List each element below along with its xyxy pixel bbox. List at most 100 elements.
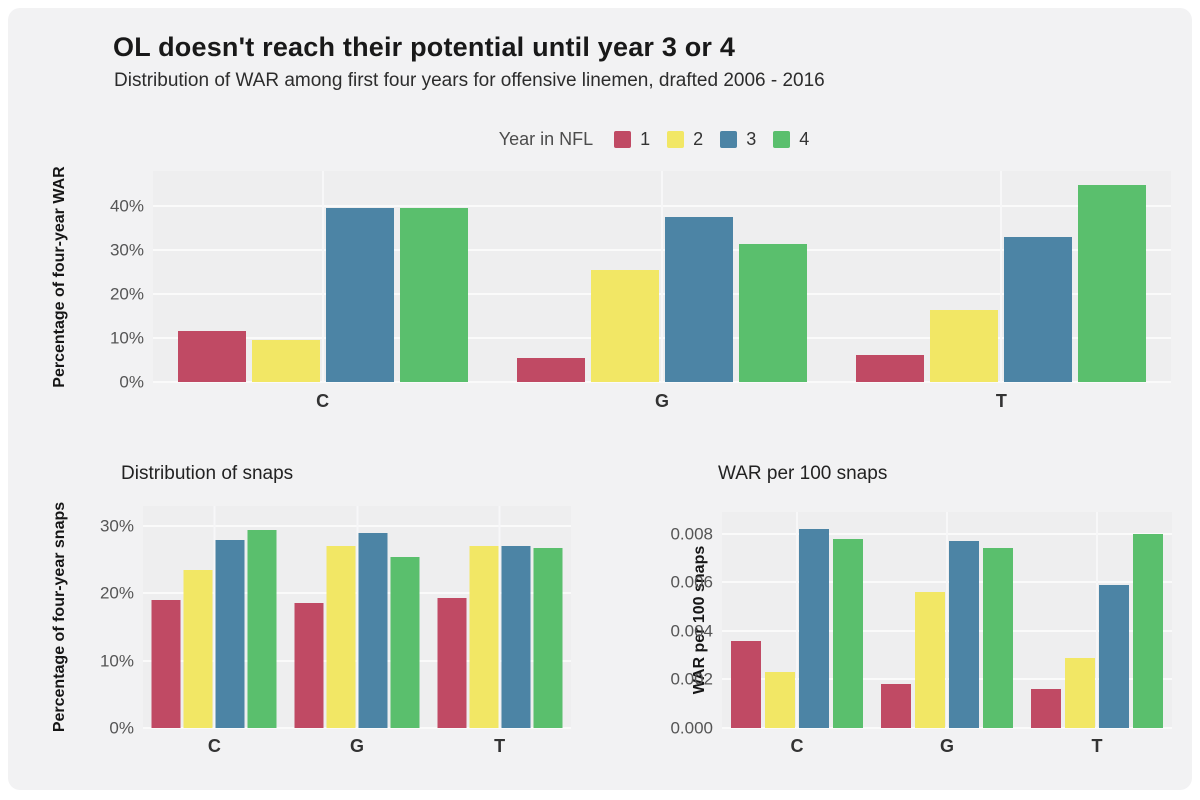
bar-year-3-G	[949, 541, 979, 728]
x-tick-label-G: G	[939, 736, 955, 756]
bar-year-2-C	[764, 672, 795, 728]
chart-panel	[153, 171, 1171, 383]
bar-year-3-G	[665, 217, 733, 382]
legend-item-year-4: 4	[773, 129, 809, 150]
x-tick-label-T: T	[1091, 736, 1103, 756]
x-tick-label-G: G	[349, 736, 365, 756]
legend-item-year-2: 2	[667, 129, 703, 150]
bar-year-2-T	[1065, 657, 1095, 728]
legend-swatch-icon	[614, 131, 632, 148]
y-tick-label: 20%	[109, 284, 144, 304]
bar-year-1-G	[517, 357, 585, 382]
bar-year-3-T	[1099, 584, 1129, 728]
bar-year-1-G	[294, 602, 324, 728]
legend-item-year-3: 3	[720, 129, 756, 150]
chart-card: OL doesn't reach their potential until y…	[8, 8, 1192, 790]
bar-year-3-T	[501, 545, 531, 728]
bar-year-4-G	[739, 243, 807, 382]
y-tick-label: 40%	[109, 196, 144, 216]
x-tick-label-C: C	[790, 736, 804, 756]
bar-year-2-G	[326, 546, 356, 728]
y-tick-label: 20%	[99, 583, 134, 603]
legend-swatch-icon	[667, 131, 685, 148]
chart-title-war-per-100: WAR per 100 snaps	[718, 463, 888, 484]
y-tick-label: 0%	[109, 718, 134, 738]
y-axis-title-war-share: Percentage of four-year WAR	[51, 166, 68, 388]
y-tick-label: 10%	[109, 328, 144, 348]
gridline	[143, 727, 571, 729]
bar-group-T	[437, 506, 563, 728]
x-tick-label-T: T	[494, 736, 506, 756]
bar-group-G	[517, 171, 807, 382]
plot-area	[722, 512, 1172, 728]
legend-item-label: 4	[799, 129, 810, 149]
y-tick-label: 0%	[119, 372, 144, 392]
chart-panel	[143, 506, 571, 729]
y-tick-label: 0.004	[670, 621, 713, 641]
vertical-gridline	[321, 171, 324, 382]
legend-item-label: 1	[640, 129, 651, 149]
bar-year-3-C	[798, 529, 829, 728]
bar-year-1-C	[177, 331, 246, 382]
bar-year-2-C	[183, 569, 213, 728]
vertical-gridline	[213, 506, 216, 728]
bar-year-3-G	[358, 532, 388, 728]
bar-year-3-C	[215, 539, 245, 728]
bar-year-1-T	[1031, 689, 1061, 728]
x-tick-label-G: G	[654, 391, 670, 411]
y-tick-label: 30%	[109, 240, 144, 260]
vertical-gridline	[661, 171, 663, 382]
legend: Year in NFL 1 2 3 4	[145, 129, 1163, 150]
bar-group-C	[151, 506, 277, 728]
y-tick-label: 0.000	[670, 718, 713, 738]
x-tick-label-T: T	[995, 391, 1007, 411]
vertical-gridline	[1096, 512, 1098, 728]
y-tick-label: 10%	[99, 651, 134, 671]
y-tick-label: 30%	[99, 516, 134, 536]
vertical-gridline	[1000, 171, 1003, 382]
gridline	[722, 727, 1172, 729]
legend-item-label: 3	[746, 129, 757, 149]
page-title: OL doesn't reach their potential until y…	[113, 32, 736, 62]
legend-swatch-icon	[773, 131, 791, 148]
bar-group-C	[177, 171, 468, 382]
bar-year-1-T	[856, 354, 925, 382]
bar-year-1-C	[151, 600, 181, 728]
bar-group-T	[856, 171, 1147, 382]
bar-year-4-G	[983, 548, 1013, 728]
bar-year-2-T	[930, 310, 999, 382]
y-tick-label: 0.002	[670, 669, 713, 689]
bar-year-4-T	[533, 547, 563, 728]
legend-swatch-icon	[720, 131, 738, 148]
bar-year-4-T	[1078, 185, 1147, 382]
vertical-gridline	[498, 506, 501, 728]
page-subtitle: Distribution of WAR among first four yea…	[114, 70, 825, 91]
bar-year-3-T	[1004, 236, 1073, 382]
bar-year-1-C	[730, 640, 761, 728]
bar-year-1-T	[437, 598, 467, 728]
y-tick-label: 0.008	[670, 524, 713, 544]
bar-group-G	[881, 512, 1013, 728]
bar-group-T	[1031, 512, 1163, 728]
vertical-gridline	[356, 506, 358, 728]
y-axis-title-snaps: Percentage of four-year snaps	[51, 501, 68, 733]
bar-year-2-G	[915, 592, 945, 728]
legend-item-year-1: 1	[614, 129, 650, 150]
gridline	[153, 381, 1171, 383]
bar-year-2-G	[591, 269, 659, 382]
legend-title: Year in NFL	[498, 129, 594, 149]
bar-year-1-G	[881, 684, 911, 728]
vertical-gridline	[795, 512, 798, 728]
bar-year-4-G	[390, 557, 420, 728]
chart-panel	[722, 512, 1172, 729]
x-tick-label-C: C	[316, 391, 330, 411]
x-tick-label-C: C	[207, 736, 221, 756]
bar-year-4-C	[399, 208, 468, 382]
bar-year-2-C	[251, 340, 320, 382]
vertical-gridline	[946, 512, 948, 728]
bar-year-4-C	[832, 538, 863, 728]
